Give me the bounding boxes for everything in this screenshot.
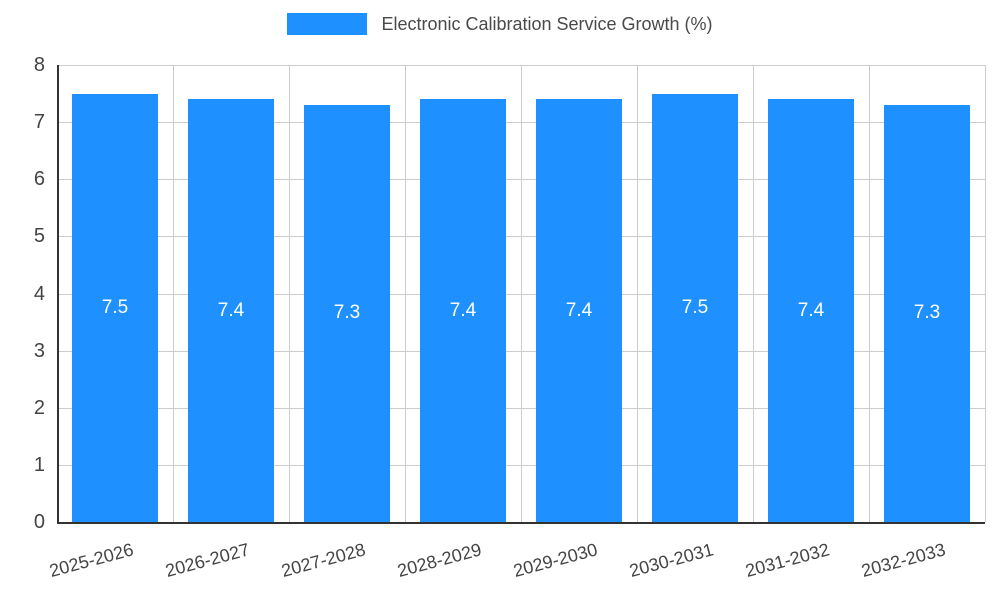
v-gridline <box>289 65 290 522</box>
bar-2031-2032 <box>768 99 854 522</box>
v-gridline <box>869 65 870 522</box>
bar-2028-2029 <box>420 99 506 522</box>
bar-2032-2033 <box>884 104 970 522</box>
y-tick-label: 5 <box>33 225 45 248</box>
v-gridline <box>521 65 522 522</box>
y-tick-label: 8 <box>33 54 45 76</box>
legend-label: Electronic Calibration Service Growth (%… <box>381 13 713 34</box>
bar-value-label: 7.3 <box>913 302 941 324</box>
y-tick-label: 3 <box>33 339 45 362</box>
bar-value-label: 7.4 <box>797 299 825 321</box>
chart-legend: Electronic Calibration Service Growth (%… <box>0 13 1000 35</box>
y-tick-label: 1 <box>33 453 45 476</box>
v-gridline <box>985 65 986 522</box>
bar-value-label: 7.4 <box>217 299 245 321</box>
x-axis-line <box>57 522 985 524</box>
legend-swatch <box>287 13 368 35</box>
bar-value-label: 7.4 <box>565 299 593 321</box>
bar-value-label: 7.3 <box>333 302 361 324</box>
v-gridline <box>637 65 638 522</box>
bar-2030-2031 <box>652 93 738 522</box>
bar-value-label: 7.5 <box>681 296 709 318</box>
v-gridline <box>753 65 754 522</box>
bar-2027-2028 <box>304 104 390 522</box>
bar-value-label: 7.5 <box>101 296 129 318</box>
bar-2029-2030 <box>536 99 622 522</box>
v-gridline <box>405 65 406 522</box>
y-tick-label: 7 <box>33 111 45 134</box>
y-tick-label: 4 <box>33 282 45 305</box>
v-gridline <box>173 65 174 522</box>
bar-2026-2027 <box>188 99 274 522</box>
y-tick-label: 2 <box>33 396 45 419</box>
y-tick-label: 0 <box>33 511 45 533</box>
y-tick-label: 6 <box>33 168 45 191</box>
bar-2025-2026 <box>72 93 158 522</box>
y-axis-line <box>57 65 59 522</box>
bar-value-label: 7.4 <box>449 299 477 321</box>
